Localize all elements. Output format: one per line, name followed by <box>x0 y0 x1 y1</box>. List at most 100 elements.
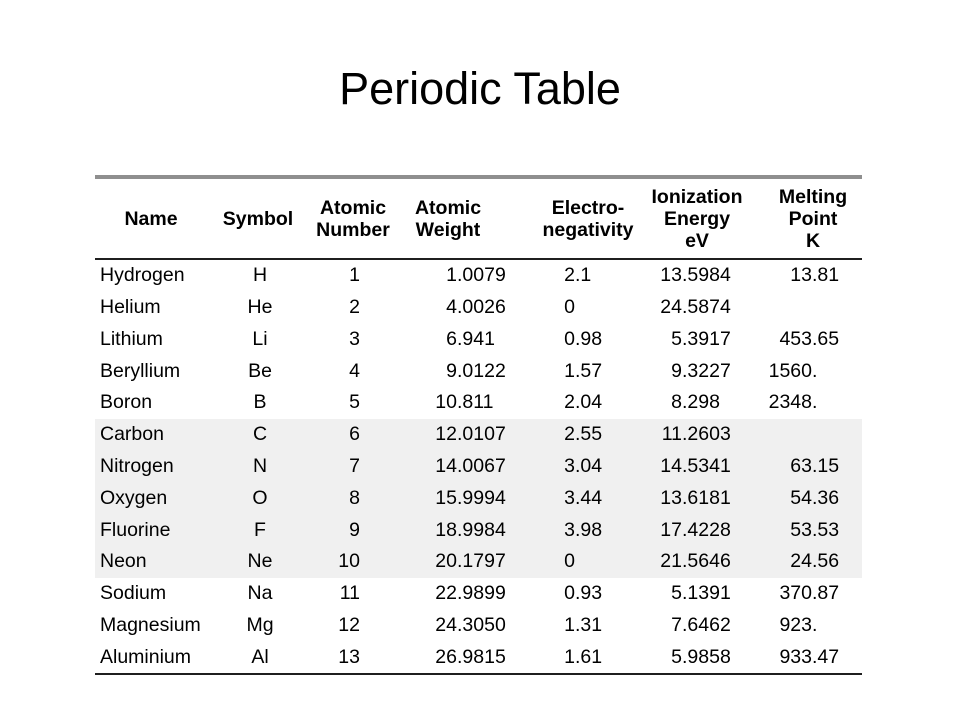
cell-electronegativity: 0.93 <box>505 578 605 610</box>
table-body: Hydrogen H 1 1.0079 2.1 13.5984 13.81 Helium He 2… <box>95 260 862 676</box>
periodic-table: Name Symbol Atomic Number Atomic Weight … <box>95 175 862 676</box>
value-fraction-part: .98 <box>575 518 603 541</box>
value-fraction-part: .5646 <box>682 550 731 573</box>
value-fraction-part: .0107 <box>457 423 506 446</box>
cell-name: Helium <box>100 295 161 318</box>
value-fraction-part: .811 <box>457 391 494 414</box>
column-header-name: Name <box>124 207 178 230</box>
value-fraction-part: .9858 <box>682 645 731 668</box>
value-integer-part: 3 <box>564 454 575 477</box>
cell-ionization: 13.5984 <box>585 260 731 292</box>
value-fraction-part: .61 <box>575 645 603 668</box>
cell-melting: 24.56 <box>695 546 862 578</box>
cell-electronegativity: 0.98 <box>505 324 605 356</box>
value-integer-part: 0 <box>564 550 575 573</box>
table-row: Helium He 2 4.0026 0 24.5874 <box>95 292 862 324</box>
cell-symbol: O <box>252 486 268 509</box>
table-header-row: Name Symbol Atomic Number Atomic Weight … <box>95 179 862 260</box>
cell-ionization: 24.5874 <box>585 292 731 324</box>
value-integer-part: 53 <box>790 518 812 541</box>
cell-electronegativity: 2.1 <box>505 260 605 292</box>
value-integer-part: 8 <box>671 391 682 414</box>
value-fraction-part: .57 <box>575 359 603 382</box>
value-integer-part: 5 <box>671 645 682 668</box>
slide-title: Periodic Table <box>339 63 621 114</box>
cell-melting <box>695 292 862 324</box>
value-fraction-part: .3050 <box>457 613 506 636</box>
cell-number: 11 <box>339 582 360 605</box>
value-fraction-part: .6181 <box>682 486 731 509</box>
cell-melting: 453.65 <box>695 324 862 356</box>
cell-melting: 63.15 <box>695 451 862 483</box>
value-integer-part: 453 <box>779 327 812 350</box>
value-integer-part: 11 <box>661 423 682 446</box>
value-integer-part: 6 <box>446 327 457 350</box>
value-integer-part: 2 <box>564 423 575 446</box>
value-fraction-part: .5341 <box>682 454 731 477</box>
value-integer-part: 13 <box>660 486 682 509</box>
cell-melting: 933.47 <box>695 642 862 674</box>
column-header-symbol: Symbol <box>222 207 294 230</box>
cell-ionization: 17.4228 <box>585 514 731 546</box>
table-row: Aluminium Al 13 26.9815 1.61 5.9858 933.47 <box>95 642 862 674</box>
cell-weight: 6.941 <box>360 324 505 356</box>
table-row: Fluorine F 9 18.9984 3.98 17.4228 53.53 <box>95 514 862 547</box>
cell-ionization: 11.2603 <box>585 419 731 451</box>
value-fraction-part: .9815 <box>457 645 506 668</box>
cell-electronegativity: 0 <box>505 546 605 578</box>
table-row: Lithium Li 3 6.941 0.98 5.3917 453.65 <box>95 324 862 356</box>
cell-symbol: B <box>253 391 267 414</box>
value-fraction-part: .47 <box>812 645 840 668</box>
column-header-melting-point: Melting Point K <box>778 185 848 252</box>
cell-number: 9 <box>349 518 360 541</box>
value-integer-part: 10 <box>435 391 457 414</box>
cell-weight: 26.9815 <box>360 642 506 674</box>
cell-number: 10 <box>338 550 360 573</box>
cell-name: Oxygen <box>100 486 168 509</box>
cell-ionization: 13.6181 <box>585 483 731 515</box>
value-integer-part: 24 <box>435 613 457 636</box>
cell-electronegativity: 3.98 <box>505 514 605 546</box>
table-row: Nitrogen N 7 14.0067 3.04 14.5341 63.15 <box>95 450 862 483</box>
value-fraction-part: .98 <box>575 327 603 350</box>
cell-name: Lithium <box>100 327 163 350</box>
value-integer-part: 1 <box>446 264 457 287</box>
value-integer-part: 14 <box>660 454 682 477</box>
cell-symbol: H <box>252 264 268 287</box>
cell-ionization: 8.298 <box>585 387 720 419</box>
value-fraction-part: . <box>812 359 818 382</box>
cell-melting: 2348. <box>695 387 862 419</box>
cell-melting: 13.81 <box>695 260 862 292</box>
value-fraction-part: .9994 <box>457 486 506 509</box>
value-integer-part: 0 <box>564 327 575 350</box>
value-fraction-part: .5984 <box>682 264 731 287</box>
cell-name: Boron <box>100 391 153 414</box>
cell-melting: 923. <box>695 610 862 642</box>
cell-number: 4 <box>349 359 360 382</box>
cell-name: Fluorine <box>100 518 171 541</box>
cell-number: 13 <box>338 645 360 668</box>
value-integer-part: 7 <box>671 613 682 636</box>
cell-weight: 14.0067 <box>360 451 506 483</box>
table-row: Sodium Na 11 22.9899 0.93 5.1391 370.87 <box>95 578 862 610</box>
value-integer-part: 5 <box>671 327 682 350</box>
cell-weight: 1.0079 <box>360 260 506 292</box>
cell-symbol: F <box>254 518 266 541</box>
cell-symbol: Li <box>252 327 268 350</box>
cell-melting: 53.53 <box>695 514 862 546</box>
cell-weight: 18.9984 <box>360 514 506 546</box>
value-fraction-part: .1 <box>575 264 592 287</box>
cell-ionization: 7.6462 <box>585 610 731 642</box>
value-integer-part: 12 <box>435 423 457 446</box>
cell-melting: 370.87 <box>695 578 862 610</box>
cell-symbol: He <box>247 295 273 318</box>
cell-name: Beryllium <box>100 359 181 382</box>
value-fraction-part: .1797 <box>457 550 506 573</box>
cell-number: 6 <box>349 423 360 446</box>
value-fraction-part: .6462 <box>682 613 731 636</box>
value-integer-part: 63 <box>790 454 812 477</box>
table-top-border <box>95 175 862 179</box>
value-integer-part: 2 <box>564 391 575 414</box>
value-integer-part: 1560 <box>768 359 812 382</box>
cell-electronegativity: 1.31 <box>505 610 605 642</box>
